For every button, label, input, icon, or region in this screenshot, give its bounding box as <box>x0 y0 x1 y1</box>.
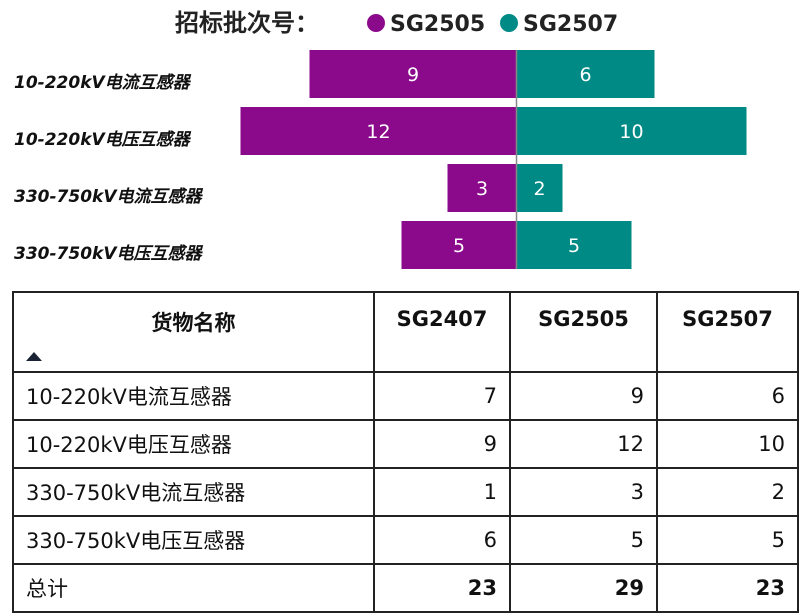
diverging-bar-chart: 招标批次号： SG2505 SG2507 10-220kV电流互感器10-220kV… <box>14 9 747 269</box>
total-label: 总计 <box>12 563 375 613</box>
bar-sg2505[interactable] <box>309 50 517 98</box>
cell-sg2507: 10 <box>656 419 799 469</box>
legend-title: 招标批次号： <box>175 9 319 37</box>
category-label: 10-220kV电压互感器 <box>14 130 192 150</box>
data-label-sg2507: 5 <box>568 235 580 257</box>
data-label-sg2507: 2 <box>533 178 545 200</box>
header-goods-name[interactable]: 货物名称 <box>12 291 375 373</box>
cell-sg2505: 5 <box>509 515 658 565</box>
table-row: 330-750kV电压互感器 6 5 5 <box>12 515 799 565</box>
cell-sg2507: 2 <box>656 467 799 517</box>
chart-legend: 招标批次号： SG2505 SG2507 <box>175 9 618 37</box>
header-sg2407[interactable]: SG2407 <box>373 291 511 373</box>
total-sg2407: 23 <box>373 563 511 613</box>
cell-sg2505: 3 <box>509 467 658 517</box>
data-label-sg2507: 10 <box>619 121 643 143</box>
cell-sg2407: 7 <box>373 371 511 421</box>
sort-ascending-icon[interactable] <box>26 352 42 361</box>
table-total-row: 总计 23 29 23 <box>12 563 799 613</box>
bar-sg2507[interactable] <box>516 107 747 155</box>
bar-sg2505[interactable] <box>401 221 517 269</box>
bar-sg2505[interactable] <box>240 107 517 155</box>
data-label-sg2505: 9 <box>407 64 419 86</box>
table-header-row: 货物名称 SG2407 SG2505 SG2507 <box>12 291 799 373</box>
cell-sg2505: 12 <box>509 419 658 469</box>
table-row: 10-220kV电压互感器 9 12 10 <box>12 419 799 469</box>
bar-series: 9 6 12 10 3 2 5 5 <box>240 50 747 269</box>
header-sg2505[interactable]: SG2505 <box>509 291 658 373</box>
cell-sg2505: 9 <box>509 371 658 421</box>
row-name: 10-220kV电压互感器 <box>12 419 375 469</box>
total-sg2507: 23 <box>656 563 799 613</box>
header-goods-name-label: 货物名称 <box>151 311 236 335</box>
data-label-sg2505: 5 <box>453 235 465 257</box>
table-row: 330-750kV电流互感器 1 3 2 <box>12 467 799 517</box>
cell-sg2407: 6 <box>373 515 511 565</box>
data-table: 货物名称 SG2407 SG2505 SG2507 10-220kV电流互感器 … <box>12 291 799 613</box>
bar-sg2505[interactable] <box>447 164 517 212</box>
legend-label-sg2505[interactable]: SG2505 <box>390 12 485 37</box>
data-label-sg2505: 12 <box>366 121 390 143</box>
legend-label-sg2507[interactable]: SG2507 <box>523 12 618 37</box>
cell-sg2507: 6 <box>656 371 799 421</box>
bar-sg2507[interactable] <box>516 164 563 212</box>
row-name: 10-220kV电流互感器 <box>12 371 375 421</box>
cell-sg2407: 1 <box>373 467 511 517</box>
bar-sg2507[interactable] <box>516 221 632 269</box>
category-labels: 10-220kV电流互感器 10-220kV电压互感器 330-750kV电流互感器… <box>14 73 203 264</box>
cell-sg2407: 9 <box>373 419 511 469</box>
category-label: 330-750kV电压互感器 <box>14 244 203 264</box>
data-label-sg2507: 6 <box>579 64 591 86</box>
row-name: 330-750kV电压互感器 <box>12 515 375 565</box>
category-label: 330-750kV电流互感器 <box>14 187 203 207</box>
bar-sg2507[interactable] <box>516 50 655 98</box>
category-label: 10-220kV电流互感器 <box>14 73 192 93</box>
table-row: 10-220kV电流互感器 7 9 6 <box>12 371 799 421</box>
cell-sg2507: 5 <box>656 515 799 565</box>
total-sg2505: 29 <box>509 563 658 613</box>
header-sg2507[interactable]: SG2507 <box>656 291 799 373</box>
data-label-sg2505: 3 <box>476 178 488 200</box>
legend-marker-sg2507 <box>500 14 518 32</box>
row-name: 330-750kV电流互感器 <box>12 467 375 517</box>
legend-marker-sg2505 <box>367 14 385 32</box>
